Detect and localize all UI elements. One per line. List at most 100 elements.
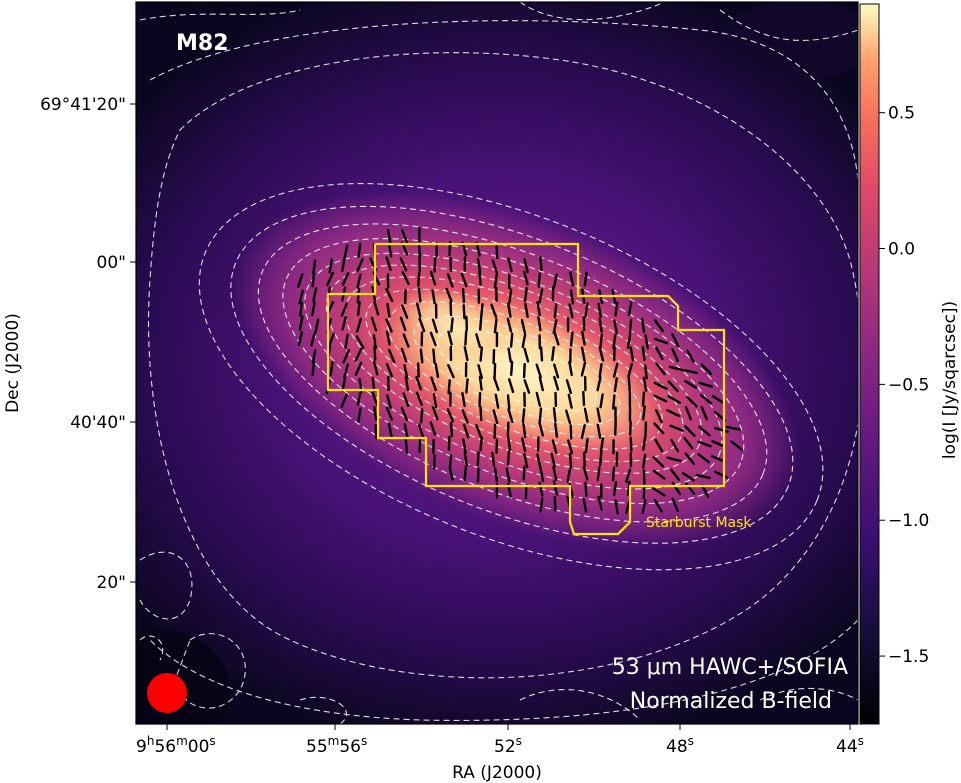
b-field-segment (654, 438, 664, 453)
b-field-segment (477, 364, 483, 379)
b-field-segment (401, 229, 409, 244)
b-field-segment (628, 318, 633, 334)
b-field-segment (508, 288, 513, 304)
b-field-segment (491, 259, 498, 274)
b-field-segment (401, 304, 409, 319)
b-field-segment (507, 257, 513, 273)
b-field-segment (434, 362, 440, 379)
b-field-segment (463, 451, 468, 467)
b-field-segment (329, 360, 334, 377)
b-field-segment (465, 378, 469, 394)
b-field-segment (417, 287, 422, 303)
b-field-segment (399, 316, 407, 332)
b-field-segment (568, 303, 574, 319)
b-field-segment (417, 271, 421, 287)
b-field-segment (491, 451, 496, 467)
b-field-segment (429, 421, 437, 436)
intensity-map (136, 2, 858, 724)
b-field-segment (535, 391, 542, 407)
b-field-segment (418, 243, 422, 260)
b-field-segment (420, 408, 424, 424)
b-field-segment (644, 364, 648, 380)
b-field-segment (355, 335, 365, 349)
b-field-segment (671, 333, 680, 348)
b-field-segment (655, 362, 666, 376)
b-field-segment (447, 379, 451, 395)
b-field-segment (495, 243, 499, 259)
b-field-segment (343, 244, 349, 260)
b-field-segment (652, 469, 666, 480)
b-field-segment (479, 405, 483, 422)
b-field-segment (493, 318, 498, 334)
b-field-segment (566, 467, 572, 483)
b-field-segment (701, 484, 710, 499)
b-field-segment (418, 317, 426, 333)
b-field-segment (641, 499, 647, 515)
b-field-segment (399, 257, 408, 272)
b-field-segment (506, 421, 510, 437)
object-name: M82 (176, 31, 229, 56)
b-field-segment (357, 242, 362, 258)
b-field-segment (404, 438, 409, 455)
b-field-segment (641, 317, 646, 334)
b-field-segment (538, 288, 544, 304)
b-field-segment (667, 380, 679, 393)
b-field-segment (654, 319, 664, 333)
b-field-segment (429, 331, 437, 347)
b-field-segment (670, 468, 681, 482)
b-field-segment (506, 450, 511, 466)
b-field-segment (538, 421, 544, 437)
b-field-segment (431, 405, 439, 421)
b-field-segment (552, 480, 558, 496)
b-field-segment (625, 468, 632, 484)
b-field-segment (356, 273, 362, 289)
b-field-segment (539, 497, 544, 513)
b-field-segment (312, 259, 317, 275)
b-field-segment (597, 495, 603, 511)
b-field-segment (655, 409, 663, 424)
b-field-segment (520, 319, 526, 334)
b-field-segment (653, 498, 663, 513)
b-field-segment (553, 303, 558, 319)
beam-marker (147, 673, 187, 713)
b-field-segment (430, 376, 437, 392)
b-field-segment (565, 409, 572, 425)
x-tick-label: 55m56s (306, 734, 367, 757)
b-field-segment (493, 467, 498, 483)
b-field-segment (447, 330, 453, 346)
b-field-segment (612, 394, 616, 410)
b-field-segment (553, 496, 557, 512)
b-field-segment (522, 362, 526, 379)
b-field-segment (403, 364, 409, 380)
b-field-segment (668, 365, 684, 372)
b-field-segment (552, 273, 558, 289)
b-field-segment (568, 360, 573, 377)
b-field-segment (312, 287, 318, 303)
b-field-segment (462, 304, 466, 320)
b-field-segment (671, 481, 681, 495)
b-field-segment (475, 241, 481, 258)
b-field-segment (612, 333, 617, 350)
b-field-segment (507, 408, 514, 423)
b-field-segment (341, 256, 346, 272)
b-field-segment (447, 364, 455, 379)
b-field-segment (681, 471, 696, 482)
b-field-segment (569, 271, 575, 287)
b-field-segment (614, 499, 619, 515)
b-field-segment (653, 337, 669, 345)
b-field-segment (463, 346, 469, 362)
b-field-segment (357, 407, 362, 423)
b-field-segment (642, 469, 646, 485)
b-field-segment (642, 453, 647, 469)
b-field-segment (449, 421, 454, 438)
b-field-segment (642, 405, 646, 421)
b-field-segment (522, 422, 527, 439)
b-field-segment (612, 362, 619, 378)
b-field-segment (341, 376, 347, 392)
b-field-segment (475, 333, 482, 349)
b-field-segment (629, 346, 635, 362)
b-field-segment (553, 363, 560, 379)
b-field-segment (584, 302, 589, 318)
b-field-segment (537, 272, 541, 288)
